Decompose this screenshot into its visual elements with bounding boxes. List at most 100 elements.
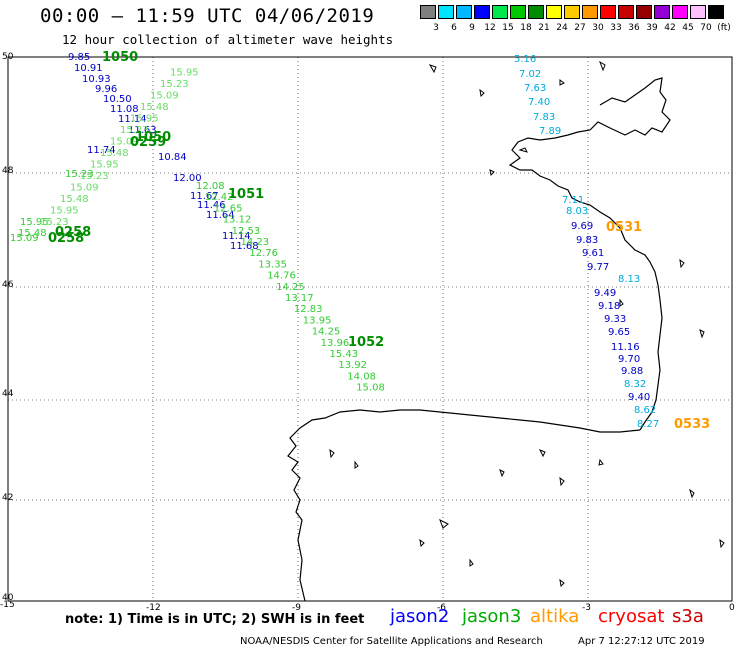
wave-height-value: 10.50 (103, 94, 132, 105)
wave-height-value: 9.96 (95, 84, 117, 95)
color-scale-label: 6 (451, 23, 457, 33)
wave-height-value: 14.08 (347, 371, 376, 382)
color-scale-swatch (672, 5, 688, 19)
wave-height-value: 14.76 (267, 271, 296, 282)
wave-height-value: 15.95 (170, 68, 199, 79)
wave-height-value: 7.40 (528, 97, 550, 108)
wave-height-value: 15.95 (20, 217, 49, 228)
map-grid (8, 57, 732, 601)
wave-height-value: 13.96 (321, 338, 350, 349)
wave-height-value: 9.65 (608, 327, 630, 338)
color-scale-label: 12 (484, 23, 496, 33)
coastline-normandy (577, 77, 671, 136)
islands (329, 60, 725, 588)
wave-height-value: 12.65 (214, 203, 243, 214)
pass-time-labels: 1050 1051 1052 0258 0258 0259 1050 0531 … (48, 50, 710, 432)
credit-text: NOAA/NESDIS Center for Satellite Applica… (240, 636, 543, 647)
wave-height-value: 10.84 (158, 152, 187, 163)
x-tick-label: -3 (582, 603, 591, 613)
color-scale-swatch (654, 5, 670, 19)
wave-height-value: 7.11 (562, 195, 584, 206)
pass-time-label: 1051 (228, 187, 264, 202)
wave-height-value: 9.40 (628, 392, 650, 403)
color-scale-swatch (618, 5, 634, 19)
x-tick-label: -9 (292, 603, 301, 613)
wave-height-value: 15.09 (150, 91, 179, 102)
color-scale-label: 33 (610, 23, 622, 33)
wave-height-value: 15.43 (330, 349, 359, 360)
wave-height-value: 7.83 (533, 112, 555, 123)
y-tick-label: 50 (2, 52, 14, 62)
map-frame (7, 56, 733, 602)
wave-height-value: 15.95 (50, 206, 79, 217)
color-scale-swatch (492, 5, 508, 19)
color-scale-swatch (636, 5, 652, 19)
wave-height-value: 9.69 (571, 221, 593, 232)
x-tick-label: -15 (0, 600, 15, 610)
color-scale-label: (ft) (717, 23, 731, 33)
wave-height-value: 11.74 (87, 145, 116, 156)
wave-height-value: 7.63 (524, 83, 546, 94)
wave-height-value: 11.67 (190, 191, 219, 202)
x-tick-label: 0 (729, 603, 735, 613)
color-scale-swatch (420, 5, 436, 19)
pass-time-label: 1050 (135, 130, 171, 145)
wave-height-value: 8.32 (624, 379, 646, 390)
generated-timestamp: Apr 7 12:27:12 UTC 2019 (578, 636, 705, 647)
wave-height-value: 9.61 (582, 248, 604, 259)
wave-height-value: 11.14 (222, 231, 251, 242)
pass-time-label: 0531 (606, 220, 642, 235)
color-scale-swatch (564, 5, 580, 19)
pass-time-label: 0258 (48, 231, 84, 246)
wave-height-value: 5.16 (514, 54, 536, 65)
wave-height-value: 11.08 (110, 104, 139, 115)
footnote: note: 1) Time is in UTC; 2) SWH is in fe… (65, 612, 365, 627)
wave-height-value: 9.49 (594, 288, 616, 299)
wave-height-value: 8.03 (566, 206, 588, 217)
color-scale-swatch (690, 5, 706, 19)
pass-time-label: 0259 (130, 135, 166, 150)
legend-altika: altika (530, 606, 580, 627)
wave-height-value: 12.76 (249, 248, 278, 259)
wave-height-value: 15.09 (70, 183, 99, 194)
wave-height-value: 12.08 (196, 181, 225, 192)
legend-s3a: s3a (672, 606, 704, 627)
y-tick-label: 48 (2, 166, 14, 176)
color-scale-swatch (582, 5, 598, 19)
color-scale-swatch (438, 5, 454, 19)
color-scale-label: 45 (682, 23, 694, 33)
wave-height-value: 15.09 (110, 137, 139, 148)
wave-height-value: 12.53 (232, 226, 261, 237)
coastline-biscay-east (619, 227, 663, 431)
color-scale-swatch (546, 5, 562, 19)
wave-height-value: 14.25 (276, 282, 305, 293)
wave-height-value: 7.89 (539, 126, 561, 137)
color-scale-label: 18 (520, 23, 532, 33)
pass-time-label: 1052 (348, 335, 384, 350)
wave-height-value: 13.92 (338, 360, 367, 371)
wave-height-value: 15.23 (65, 169, 94, 180)
page-subtitle: 12 hour collection of altimeter wave hei… (62, 32, 394, 47)
pass-time-label: 0258 (55, 225, 91, 240)
color-scale-label: 39 (646, 23, 658, 33)
wave-height-value: 9.18 (598, 301, 620, 312)
color-scale-swatch (708, 5, 724, 19)
wave-height-value: 11.46 (197, 200, 226, 211)
wave-height-value: 11.64 (206, 210, 235, 221)
wave-height-value: 15.48 (18, 228, 47, 239)
wave-height-value: 11.14 (118, 114, 147, 125)
color-scale-label: 9 (469, 23, 475, 33)
wave-height-value: 7.02 (519, 69, 541, 80)
color-scale-label: 70 (700, 23, 712, 33)
color-scale-label: 36 (628, 23, 640, 33)
wave-height-value: 9.88 (621, 366, 643, 377)
color-scale-label: 21 (538, 23, 550, 33)
x-tick-label: -6 (437, 603, 446, 613)
wave-height-value: 15.09 (10, 233, 39, 244)
wave-height-value: 15.95 (90, 160, 119, 171)
color-scale-swatch (510, 5, 526, 19)
x-tick-label: -12 (146, 603, 161, 613)
wave-height-value: 15.48 (100, 148, 129, 159)
wave-height-value: 10.91 (74, 63, 103, 74)
legend-jason2: jason2 (390, 606, 450, 627)
